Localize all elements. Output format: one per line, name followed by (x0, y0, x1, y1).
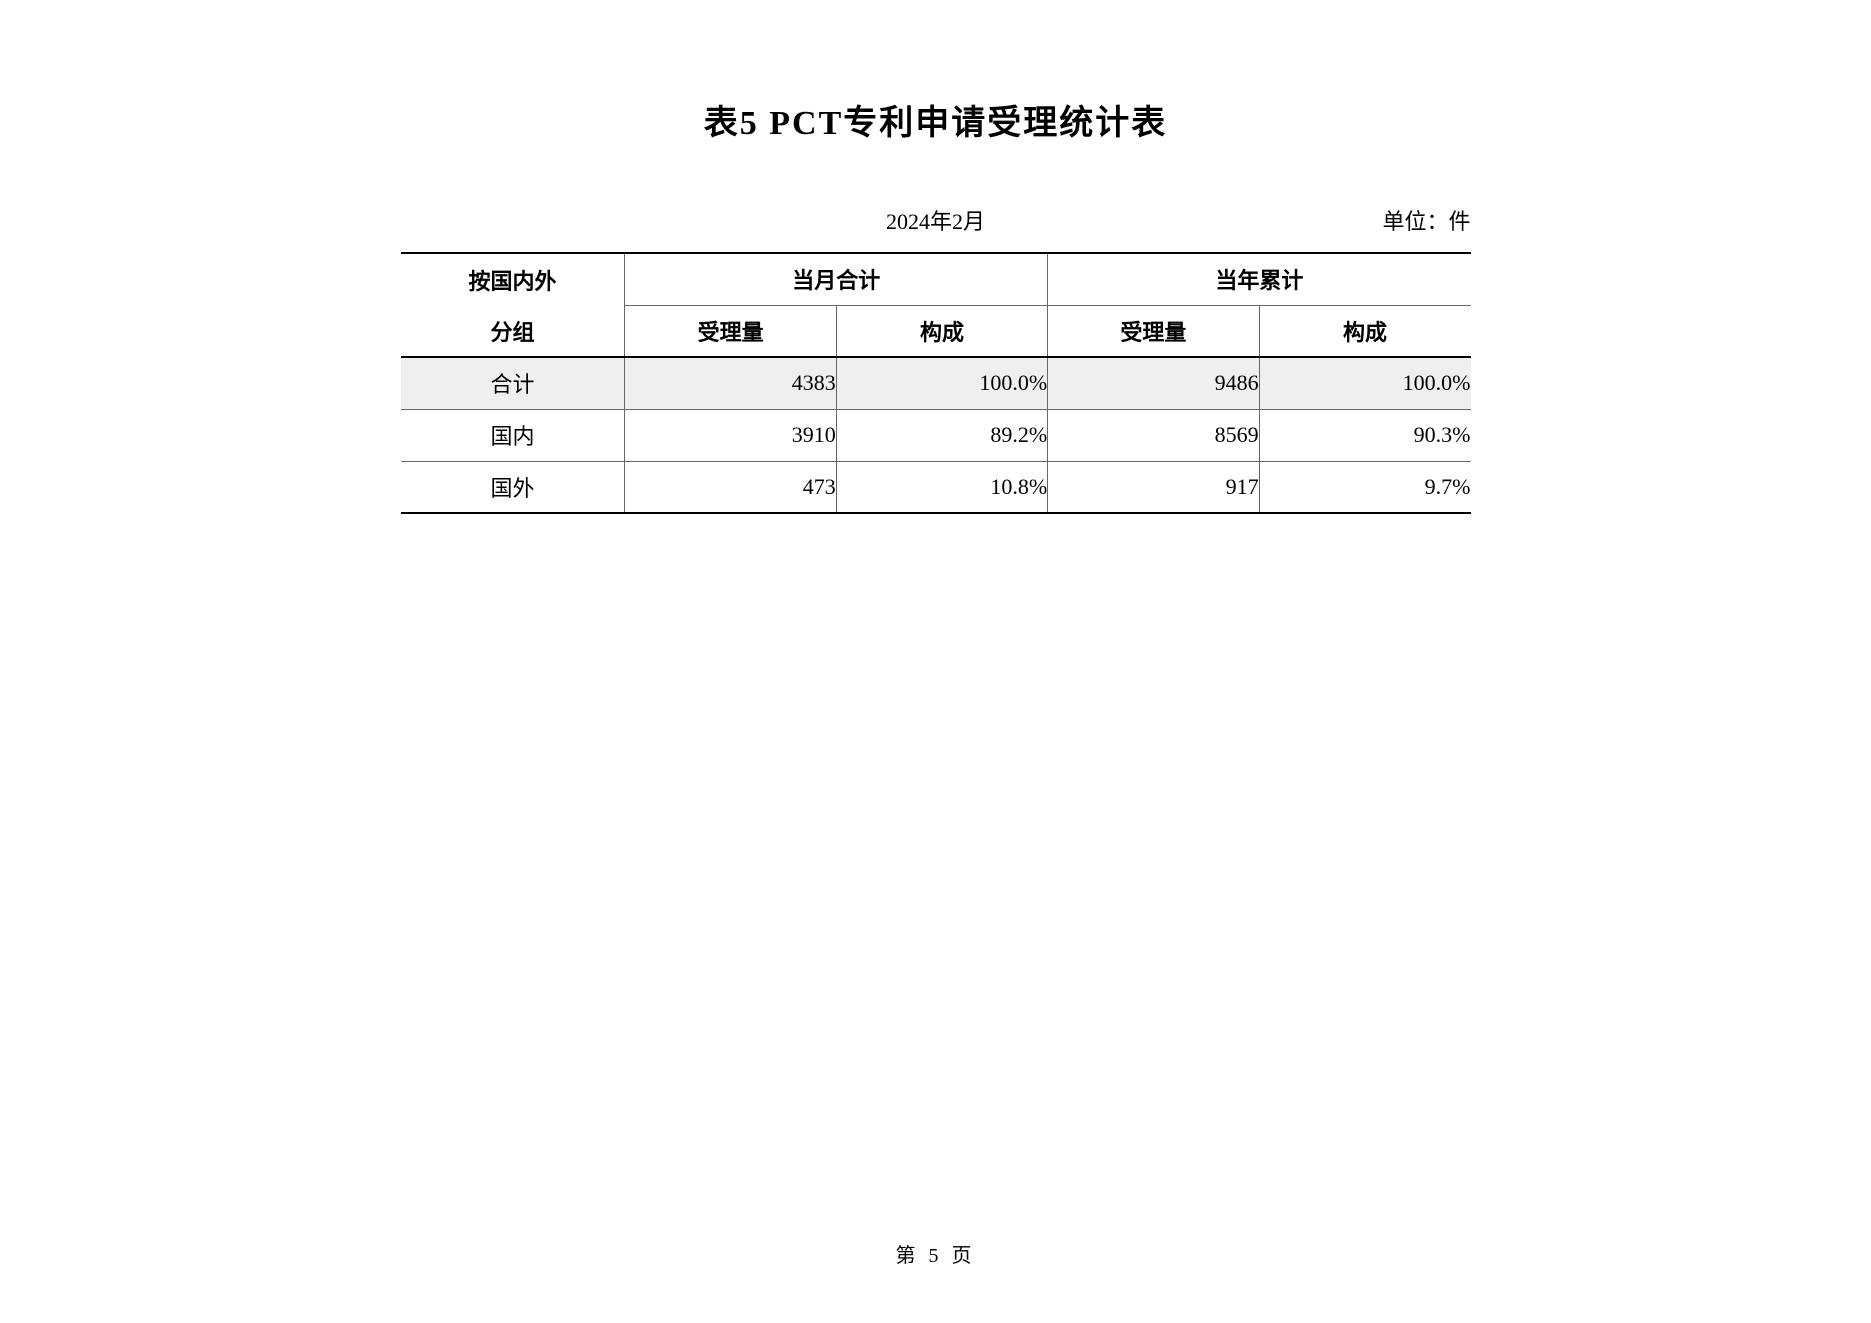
cell-domestic-label: 国内 (401, 409, 625, 461)
col-header-group-line2: 分组 (401, 305, 625, 357)
table-header-row-2: 分组 受理量 构成 受理量 构成 (401, 305, 1471, 357)
table-row-total: 合计 4383 100.0% 9486 100.0% (401, 357, 1471, 409)
col-header-group-line1: 按国内外 (401, 253, 625, 305)
cell-domestic-month-pct: 89.2% (836, 409, 1047, 461)
table-row-foreign: 国外 473 10.8% 917 9.7% (401, 461, 1471, 513)
cell-total-month-pct: 100.0% (836, 357, 1047, 409)
col-header-month-total: 当月合计 (625, 253, 1048, 305)
report-date: 2024年2月 (886, 204, 985, 236)
pct-table: 按国内外 当月合计 当年累计 分组 受理量 构成 受理量 构成 合计 4383 … (401, 252, 1471, 514)
cell-domestic-month-volume: 3910 (625, 409, 836, 461)
cell-foreign-year-volume: 917 (1048, 461, 1259, 513)
cell-total-month-volume: 4383 (625, 357, 836, 409)
col-header-year-composition: 构成 (1259, 305, 1470, 357)
table-row-domestic: 国内 3910 89.2% 8569 90.3% (401, 409, 1471, 461)
page-title: 表5 PCT专利申请受理统计表 (0, 95, 1871, 144)
col-header-month-volume: 受理量 (625, 305, 836, 357)
cell-foreign-month-volume: 473 (625, 461, 836, 513)
cell-foreign-year-pct: 9.7% (1259, 461, 1470, 513)
cell-foreign-label: 国外 (401, 461, 625, 513)
document-page: 表5 PCT专利申请受理统计表 2024年2月 单位：件 按国内外 当月合计 当… (0, 0, 1871, 1323)
cell-total-year-volume: 9486 (1048, 357, 1259, 409)
cell-domestic-year-pct: 90.3% (1259, 409, 1470, 461)
col-header-month-composition: 构成 (836, 305, 1047, 357)
page-footer: 第 5 页 (0, 1239, 1871, 1268)
col-header-year-volume: 受理量 (1048, 305, 1259, 357)
col-header-year-total: 当年累计 (1048, 253, 1471, 305)
cell-total-label: 合计 (401, 357, 625, 409)
cell-total-year-pct: 100.0% (1259, 357, 1470, 409)
unit-label: 单位：件 (1382, 204, 1470, 236)
meta-row: 2024年2月 单位：件 (401, 204, 1471, 234)
cell-foreign-month-pct: 10.8% (836, 461, 1047, 513)
table-header-row-1: 按国内外 当月合计 当年累计 (401, 253, 1471, 305)
cell-domestic-year-volume: 8569 (1048, 409, 1259, 461)
